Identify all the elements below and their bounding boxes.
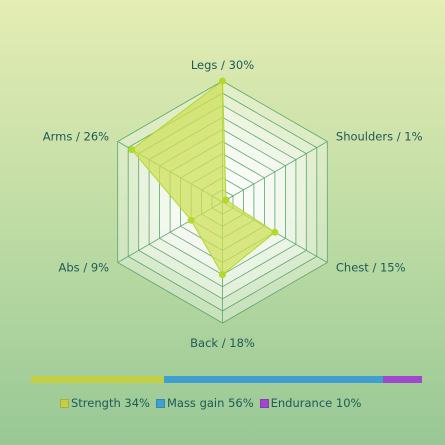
data-point [187,216,195,224]
data-point [222,196,230,204]
data-point [219,77,226,85]
axis-label: Back / 18% [190,336,255,350]
legend-label: Mass gain 56% [166,396,254,410]
axis-label: Arms / 26% [43,130,109,144]
axis-label: Legs / 30% [191,58,254,72]
data-points [128,77,279,279]
legend-item: Endurance 10% [259,396,362,410]
data-point [128,146,136,154]
data-point [219,271,226,279]
bar-segment [163,376,383,383]
axis-label: Shoulders / 1% [336,130,423,144]
legend: Strength 34% Mass gain 56% Endurance 10% [60,396,361,410]
data-point [271,228,279,236]
legend-swatch [259,398,269,408]
axis-label: Chest / 15% [336,261,406,275]
split-bar [31,376,422,383]
legend-swatch [155,398,165,408]
legend-item: Strength 34% [60,396,150,410]
legend-item: Mass gain 56% [155,396,254,410]
legend-swatch [60,398,69,408]
legend-label: Endurance 10% [270,396,362,410]
axis-label: Abs / 9% [59,261,110,275]
bar-segment [31,376,164,383]
axis-labels: Legs / 30% Shoulders / 1% Chest / 15% Back … [43,58,423,350]
spoke [222,141,328,203]
legend-label: Strength 34% [71,396,150,410]
bar-segment [382,376,422,383]
